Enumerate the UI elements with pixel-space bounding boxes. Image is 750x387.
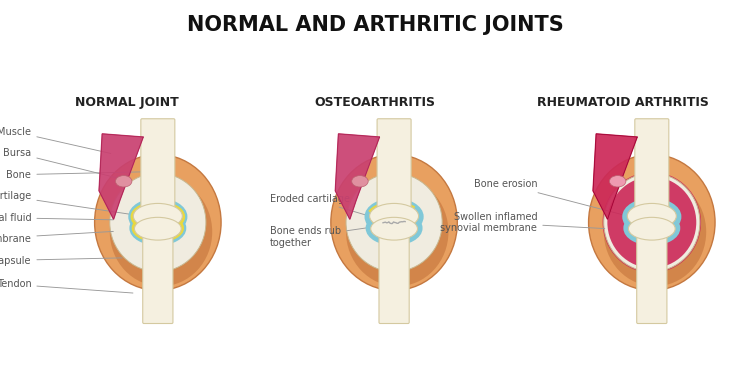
Text: Muscle: Muscle [0,127,111,154]
Text: OSTEOARTHRITIS: OSTEOARTHRITIS [314,96,436,109]
Polygon shape [335,134,380,219]
Text: Eroded cartilage: Eroded cartilage [270,194,367,215]
Ellipse shape [331,154,458,290]
Text: Tendon: Tendon [0,279,133,293]
FancyBboxPatch shape [379,226,410,324]
FancyBboxPatch shape [141,119,175,217]
Text: RHEUMATOID ARTHRITIS: RHEUMATOID ARTHRITIS [537,96,709,109]
Text: Bone ends rub
together: Bone ends rub together [270,226,376,248]
Text: Bone: Bone [7,170,142,180]
Ellipse shape [627,204,676,229]
Text: Joint capsule: Joint capsule [0,255,122,265]
Text: NORMAL AND ARTHRITIC JOINTS: NORMAL AND ARTHRITIC JOINTS [187,15,563,36]
Polygon shape [99,134,143,219]
Text: Synovial membrane: Synovial membrane [0,231,113,244]
Ellipse shape [116,176,132,187]
Ellipse shape [110,178,212,286]
FancyBboxPatch shape [634,119,669,217]
Ellipse shape [370,204,419,229]
Ellipse shape [110,173,206,272]
FancyBboxPatch shape [637,226,667,324]
Ellipse shape [370,217,418,240]
Ellipse shape [628,199,676,247]
Ellipse shape [604,178,706,286]
Text: Synovial fluid: Synovial fluid [0,212,113,223]
Ellipse shape [628,217,675,240]
Ellipse shape [94,154,221,290]
Text: Bursa: Bursa [3,148,123,179]
Polygon shape [593,134,638,219]
Text: Bone erosion: Bone erosion [474,179,625,216]
Text: Cartilage: Cartilage [0,191,131,214]
Ellipse shape [134,217,182,240]
FancyBboxPatch shape [377,119,411,217]
Text: NORMAL JOINT: NORMAL JOINT [75,96,178,109]
Ellipse shape [589,154,715,290]
Ellipse shape [610,176,626,187]
Ellipse shape [608,177,696,268]
Ellipse shape [346,178,448,286]
Text: Swollen inflamed
synovial membrane: Swollen inflamed synovial membrane [440,212,604,233]
Ellipse shape [134,204,182,229]
Ellipse shape [602,172,701,273]
Ellipse shape [352,176,368,187]
Ellipse shape [604,173,700,272]
Ellipse shape [346,173,442,272]
FancyBboxPatch shape [142,226,173,324]
